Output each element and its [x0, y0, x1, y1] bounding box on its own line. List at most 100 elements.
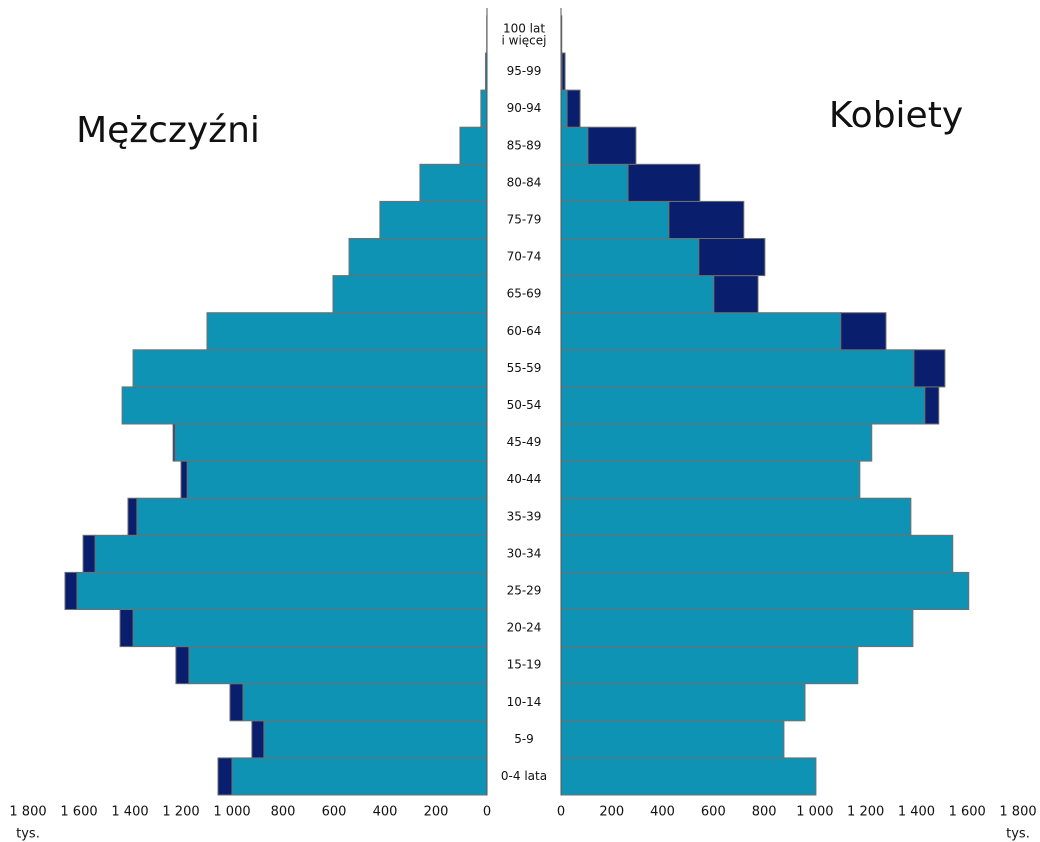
- bar: [840, 312, 887, 351]
- bar: [668, 200, 745, 239]
- bar: [231, 757, 488, 796]
- category-label: 90-94: [507, 101, 542, 115]
- bar: [560, 757, 817, 796]
- bar: [94, 534, 488, 573]
- category-label: 100 lat i więcej: [502, 21, 547, 47]
- category-label: 65-69: [507, 287, 542, 301]
- bar: [132, 609, 488, 648]
- category-label: 15-19: [507, 658, 542, 672]
- bar: [627, 163, 701, 202]
- bar: [560, 163, 629, 202]
- category-label: 30-34: [507, 546, 542, 560]
- bar: [587, 126, 637, 165]
- bar: [560, 312, 842, 351]
- category-label: 80-84: [507, 175, 542, 189]
- bar: [127, 497, 138, 536]
- bar: [76, 571, 488, 611]
- bar: [566, 89, 581, 128]
- bar: [119, 609, 134, 648]
- bar: [332, 275, 488, 314]
- bar: [560, 126, 589, 165]
- unit-label: tys.: [1006, 827, 1030, 842]
- bar: [560, 497, 912, 536]
- bar: [913, 349, 946, 388]
- x-tick-label: 600: [322, 805, 347, 820]
- bar: [560, 349, 915, 388]
- bar: [560, 609, 914, 648]
- bar: [561, 52, 566, 91]
- right-title: Kobiety: [829, 95, 963, 136]
- x-tick-label: 0: [483, 805, 491, 820]
- bar: [560, 238, 700, 277]
- bar: [560, 720, 785, 759]
- x-tick-label: 400: [373, 805, 398, 820]
- bar: [560, 89, 568, 128]
- category-label: 55-59: [507, 361, 542, 375]
- bar: [217, 757, 233, 796]
- category-label: 5-9: [514, 732, 534, 746]
- category-label: 60-64: [507, 324, 542, 338]
- bar: [560, 646, 859, 685]
- category-label: 20-24: [507, 621, 542, 635]
- bar: [480, 89, 488, 128]
- bar: [560, 534, 954, 573]
- category-label: 40-44: [507, 472, 542, 486]
- bar: [698, 238, 766, 277]
- bar: [180, 460, 188, 499]
- bar: [82, 534, 96, 573]
- x-tick-label: 200: [599, 805, 624, 820]
- category-label: 85-89: [507, 138, 542, 152]
- bar: [121, 386, 488, 425]
- bar: [560, 275, 715, 314]
- category-label: 0-4 lata: [501, 769, 547, 783]
- bar: [419, 163, 488, 202]
- x-tick-label: 400: [650, 805, 675, 820]
- bar: [251, 720, 265, 759]
- bar: [459, 126, 488, 165]
- x-tick-label: 800: [752, 805, 777, 820]
- x-tick-label: 1 400: [111, 805, 148, 820]
- x-tick-label: 1 600: [949, 805, 986, 820]
- category-label: 45-49: [507, 435, 542, 449]
- category-label: 25-29: [507, 583, 542, 597]
- left-title: Mężczyźni: [76, 110, 260, 151]
- x-tick-label: 1 200: [162, 805, 199, 820]
- bar: [132, 349, 488, 388]
- x-tick-label: 200: [424, 805, 449, 820]
- bar: [175, 646, 190, 685]
- x-tick-label: 1 400: [898, 805, 935, 820]
- x-tick-label: 1 800: [999, 805, 1036, 820]
- bar: [379, 200, 488, 239]
- bar: [188, 646, 488, 685]
- unit-label: tys.: [16, 827, 40, 842]
- category-label: 10-14: [507, 695, 542, 709]
- x-tick-label: 1 800: [9, 805, 46, 820]
- bar: [560, 460, 861, 499]
- bar: [242, 683, 488, 722]
- bar: [174, 423, 488, 462]
- category-label: 75-79: [507, 212, 542, 226]
- x-tick-label: 1 600: [60, 805, 97, 820]
- bar: [560, 423, 873, 462]
- x-tick-label: 0: [557, 805, 565, 820]
- bar: [263, 720, 488, 759]
- bar: [172, 423, 176, 462]
- bar: [924, 386, 940, 425]
- bar: [64, 571, 78, 611]
- bar: [136, 497, 488, 536]
- category-label: 70-74: [507, 250, 542, 264]
- bar: [560, 683, 806, 722]
- bar: [348, 238, 488, 277]
- bar: [229, 683, 244, 722]
- bar: [206, 312, 488, 351]
- bar: [560, 386, 926, 425]
- x-tick-label: 1 000: [796, 805, 833, 820]
- x-tick-label: 1 000: [213, 805, 250, 820]
- bar: [186, 460, 488, 499]
- x-tick-label: 800: [271, 805, 296, 820]
- bar: [560, 200, 670, 239]
- x-tick-label: 1 200: [847, 805, 884, 820]
- category-label: 95-99: [507, 64, 542, 78]
